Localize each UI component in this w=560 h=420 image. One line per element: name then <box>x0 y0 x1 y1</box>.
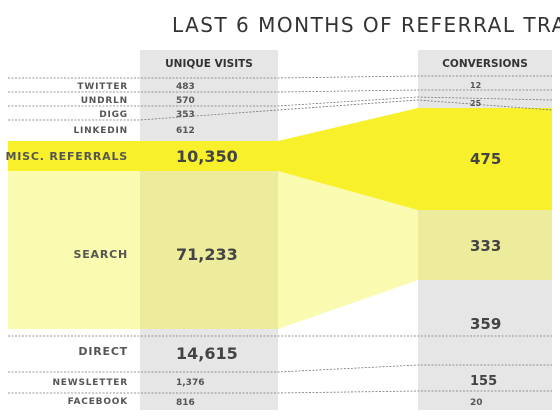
search-visits-column <box>140 171 278 329</box>
direct-newsletter-line <box>8 364 552 373</box>
row-digg: DIGG 353 <box>99 110 195 120</box>
row-label: DIGG <box>99 110 128 120</box>
row-label: UNDRLN <box>81 96 128 106</box>
row-label: FACEBOOK <box>68 397 129 407</box>
header-unique-visits: UNIQUE VISITS <box>165 58 253 70</box>
visits-value: 816 <box>176 398 195 408</box>
twitter-top-line <box>8 75 552 79</box>
row-search: SEARCH 71,233 333 <box>74 237 502 264</box>
conversions-value: 20 <box>470 398 483 408</box>
row-misc-referrals: MISC. REFERRALS 10,350 475 <box>6 147 502 168</box>
row-label: TWITTER <box>77 82 128 92</box>
visits-value: 1,376 <box>176 378 204 388</box>
visits-value: 483 <box>176 82 195 92</box>
connector-lines <box>8 75 553 394</box>
conversions-value: 333 <box>470 237 501 255</box>
conversions-value: 12 <box>470 81 481 90</box>
undrln-digg-line <box>8 96 553 107</box>
row-newsletter: NEWSLETTER 1,376 155 <box>52 374 497 389</box>
conversions-value: 475 <box>470 150 501 168</box>
row-label: NEWSLETTER <box>52 378 128 388</box>
conversions-value: 25 <box>470 99 482 108</box>
visits-value: 570 <box>176 96 195 106</box>
twitter-undrln-line <box>8 89 552 93</box>
conversions-value: 155 <box>470 374 497 389</box>
row-label: DIRECT <box>78 345 128 358</box>
visits-value: 71,233 <box>176 245 238 264</box>
search-conversions-column <box>418 210 552 280</box>
visits-value: 14,615 <box>176 344 238 363</box>
row-label: LINKEDIN <box>74 126 129 136</box>
flow-bands <box>8 108 552 329</box>
row-direct: DIRECT 14,615 359 <box>78 315 501 363</box>
newsletter-facebook-line <box>8 390 552 394</box>
digg-linkedin-line <box>8 99 553 121</box>
visits-value: 612 <box>176 126 195 136</box>
row-facebook: FACEBOOK 816 20 <box>68 397 483 408</box>
row-undrln: UNDRLN 570 25 <box>81 96 482 108</box>
header-conversions: CONVERSIONS <box>442 58 528 70</box>
row-twitter: TWITTER 483 12 <box>77 81 481 92</box>
row-linkedin: LINKEDIN 612 <box>74 126 195 136</box>
visits-value: 353 <box>176 110 195 120</box>
misc-referrals-band <box>8 108 552 210</box>
row-label: SEARCH <box>74 248 129 261</box>
conversions-value: 359 <box>470 315 501 333</box>
row-label: MISC. REFERRALS <box>6 150 128 163</box>
chart-title: LAST 6 MONTHS OF REFERRAL TRAFFIC <box>172 13 560 37</box>
visits-value: 10,350 <box>176 147 238 166</box>
